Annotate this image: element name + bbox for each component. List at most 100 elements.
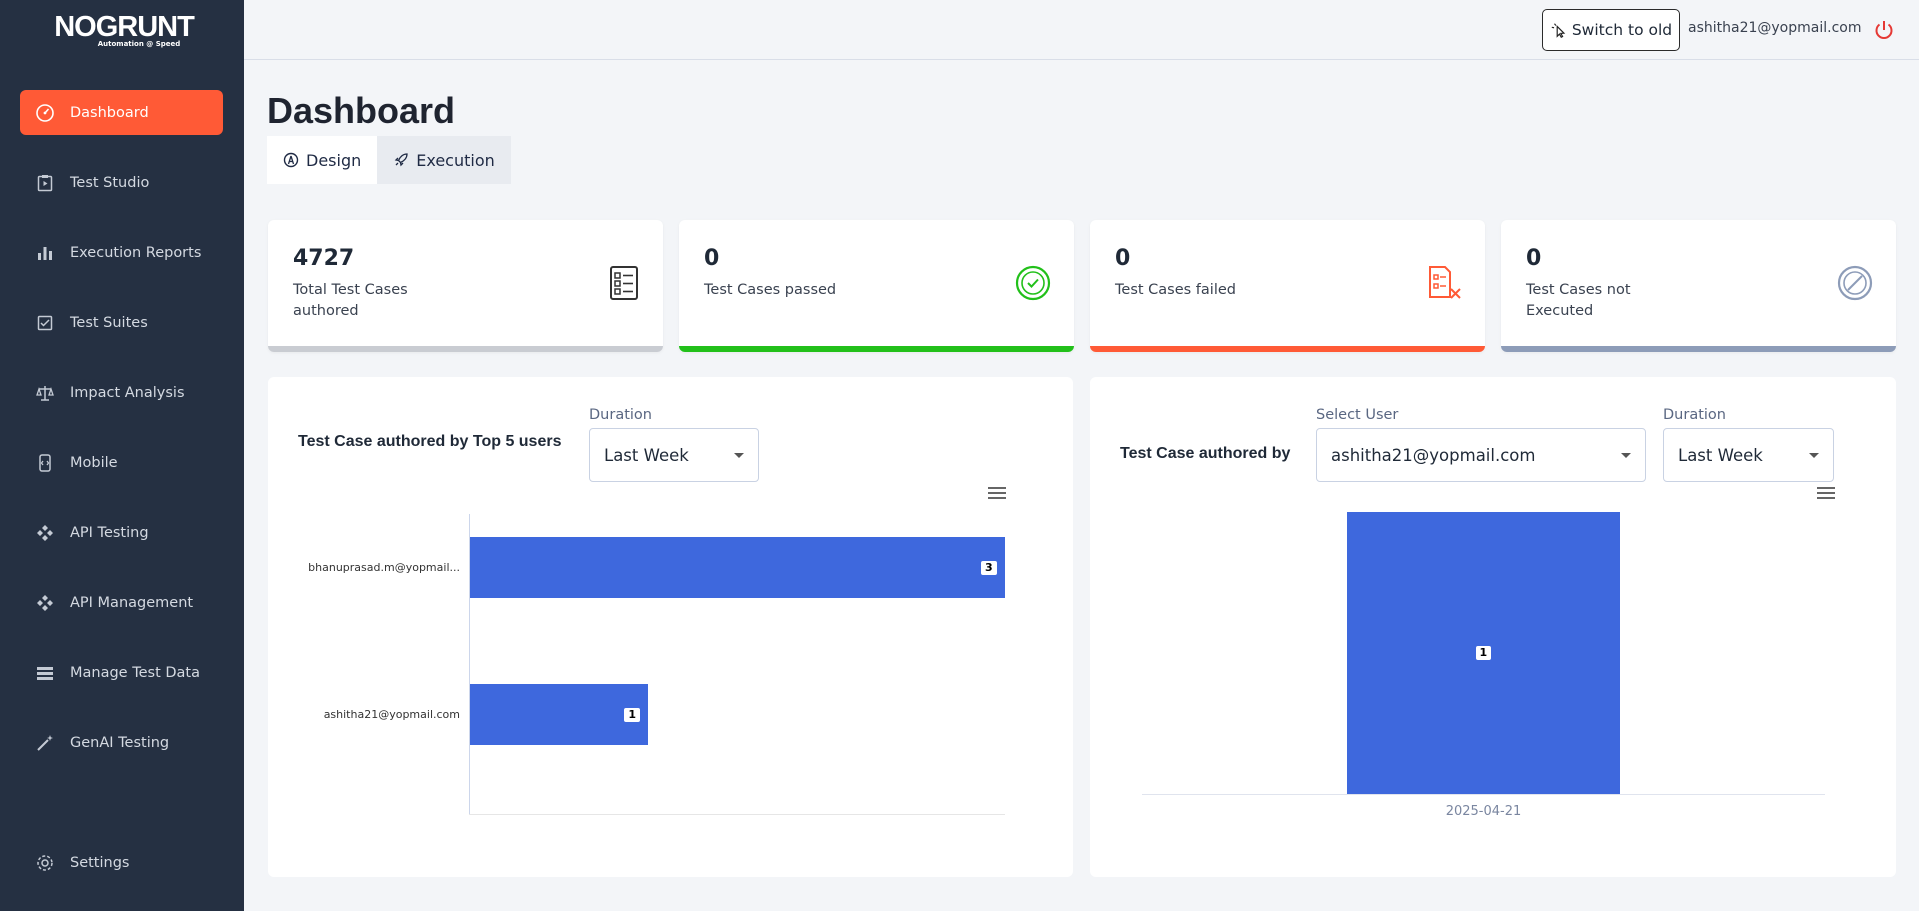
page-title: Dashboard bbox=[267, 90, 456, 131]
sidebar-item-settings[interactable]: Settings bbox=[20, 840, 223, 885]
top-bar: Switch to old ashitha21@yopmail.com bbox=[244, 0, 1919, 60]
chart-data-label: 1 bbox=[624, 707, 640, 722]
sidebar-item-label: Mobile bbox=[70, 454, 118, 471]
stat-card-not-executed: 0 Test Cases not Executed bbox=[1501, 220, 1896, 352]
pointer-click-icon bbox=[1551, 23, 1566, 38]
magic-wand-icon bbox=[34, 732, 56, 754]
check-circle-icon bbox=[1015, 265, 1051, 301]
sidebar-item-manage-test-data[interactable]: Manage Test Data bbox=[20, 650, 223, 695]
panel-user-authored: Test Case authored by Select User ashith… bbox=[1090, 377, 1896, 877]
user-select[interactable]: ashitha21@yopmail.com bbox=[1316, 428, 1646, 482]
duration-value: Last Week bbox=[1678, 445, 1763, 465]
stat-label: Test Cases failed bbox=[1115, 282, 1236, 298]
stat-value: 0 bbox=[1526, 246, 1542, 271]
duration-value: Last Week bbox=[604, 445, 689, 465]
sidebar-item-label: Dashboard bbox=[70, 104, 149, 121]
chevron-down-icon bbox=[1621, 453, 1631, 458]
clipboard-play-icon bbox=[34, 172, 56, 194]
sidebar-item-api-management[interactable]: API Management bbox=[20, 580, 223, 625]
sidebar: NOGRUNT Automation @ Speed Dashboard Tes… bbox=[0, 0, 244, 911]
chart-tick-label: 2025-04-21 bbox=[1445, 804, 1522, 819]
sidebar-item-label: API Management bbox=[70, 594, 194, 611]
stat-value: 0 bbox=[704, 246, 720, 271]
sidebar-item-label: Settings bbox=[70, 854, 130, 871]
api-icon bbox=[34, 592, 56, 614]
sidebar-item-label: Test Studio bbox=[70, 174, 150, 191]
sidebar-item-mobile[interactable]: Mobile bbox=[20, 440, 223, 485]
chevron-down-icon bbox=[734, 453, 744, 458]
chart-category-label: bhanuprasad.m@yopmail... bbox=[308, 560, 460, 574]
tab-label: Design bbox=[306, 150, 362, 170]
sidebar-item-test-studio[interactable]: Test Studio bbox=[20, 160, 223, 205]
block-icon bbox=[1837, 265, 1873, 301]
tabs: Design Execution bbox=[267, 136, 511, 184]
logo-tagline: Automation @ Speed bbox=[97, 40, 181, 48]
sidebar-item-genai-testing[interactable]: GenAI Testing bbox=[20, 720, 223, 765]
checklist-icon bbox=[34, 312, 56, 334]
chart-axis-x bbox=[469, 814, 1005, 815]
checklist-icon bbox=[610, 266, 638, 300]
failed-doc-icon bbox=[1429, 266, 1461, 299]
duration-select[interactable]: Last Week bbox=[1663, 428, 1834, 482]
panel-title: Test Case authored by Top 5 users bbox=[298, 433, 562, 450]
tab-design[interactable]: Design bbox=[267, 136, 378, 184]
compass-icon bbox=[283, 152, 299, 168]
chart-menu-icon[interactable] bbox=[988, 487, 1006, 501]
api-icon bbox=[34, 522, 56, 544]
chart-bar[interactable] bbox=[470, 684, 649, 745]
gear-icon bbox=[34, 852, 56, 874]
stat-value: 0 bbox=[1115, 246, 1131, 271]
sidebar-item-impact-analysis[interactable]: Impact Analysis bbox=[20, 370, 223, 415]
tab-label: Execution bbox=[416, 150, 495, 170]
speedometer-icon bbox=[34, 102, 56, 124]
stat-label: Test Cases not Executed bbox=[1526, 282, 1631, 319]
chart-bar[interactable] bbox=[470, 537, 1005, 598]
sidebar-item-api-testing[interactable]: API Testing bbox=[20, 510, 223, 555]
chart-data-label: 1 bbox=[1475, 646, 1492, 660]
stat-card-total: 4727 Total Test Cases authored bbox=[268, 220, 663, 352]
sidebar-item-label: GenAI Testing bbox=[70, 734, 170, 751]
stat-card-passed: 0 Test Cases passed bbox=[679, 220, 1074, 352]
switch-to-old-button[interactable]: Switch to old bbox=[1542, 9, 1680, 51]
database-icon bbox=[34, 662, 56, 684]
mobile-icon bbox=[34, 452, 56, 474]
sidebar-item-test-suites[interactable]: Test Suites bbox=[20, 300, 223, 345]
chart-data-label: 3 bbox=[981, 560, 997, 575]
panel-top-users: Test Case authored by Top 5 users Durati… bbox=[268, 377, 1073, 877]
panel-title: Test Case authored by bbox=[1120, 445, 1291, 462]
stat-label: Test Cases passed bbox=[704, 282, 837, 298]
sidebar-item-label: Test Suites bbox=[70, 314, 148, 331]
sidebar-item-dashboard[interactable]: Dashboard bbox=[20, 90, 223, 135]
logo-text: NOGRUNT bbox=[54, 11, 195, 43]
chart-axis-x bbox=[1142, 794, 1825, 795]
switch-to-old-label: Switch to old bbox=[1571, 21, 1673, 39]
sidebar-item-label: Execution Reports bbox=[70, 244, 202, 261]
user-email: ashitha21@yopmail.com bbox=[1688, 20, 1862, 36]
chart-menu-icon[interactable] bbox=[1817, 487, 1835, 501]
sidebar-item-label: API Testing bbox=[70, 524, 149, 541]
logo[interactable]: NOGRUNT Automation @ Speed bbox=[54, 11, 195, 52]
chart-category-label: ashitha21@yopmail.com bbox=[323, 707, 460, 721]
chevron-down-icon bbox=[1809, 453, 1819, 458]
stat-card-failed: 0 Test Cases failed bbox=[1090, 220, 1485, 352]
rocket-icon bbox=[394, 153, 408, 167]
duration-label: Duration bbox=[1663, 407, 1726, 423]
stat-label: Total Test Cases authored bbox=[293, 282, 408, 319]
stat-accent-bar bbox=[1090, 346, 1485, 352]
stat-value: 4727 bbox=[293, 246, 355, 271]
bar-chart-icon bbox=[34, 242, 56, 264]
user-select-value: ashitha21@yopmail.com bbox=[1331, 445, 1536, 465]
sidebar-item-label: Impact Analysis bbox=[70, 384, 185, 401]
select-user-label: Select User bbox=[1316, 407, 1399, 423]
chart-axis-y bbox=[469, 514, 470, 814]
sidebar-item-execution-reports[interactable]: Execution Reports bbox=[20, 230, 223, 275]
power-icon[interactable] bbox=[1872, 18, 1896, 42]
scale-icon bbox=[34, 382, 56, 404]
sidebar-item-label: Manage Test Data bbox=[70, 664, 200, 681]
stat-accent-bar bbox=[1501, 346, 1896, 352]
stat-accent-bar bbox=[268, 346, 663, 352]
tab-execution[interactable]: Execution bbox=[377, 136, 511, 184]
stat-accent-bar bbox=[679, 346, 1074, 352]
duration-label: Duration bbox=[589, 407, 652, 423]
duration-select[interactable]: Last Week bbox=[589, 428, 759, 482]
